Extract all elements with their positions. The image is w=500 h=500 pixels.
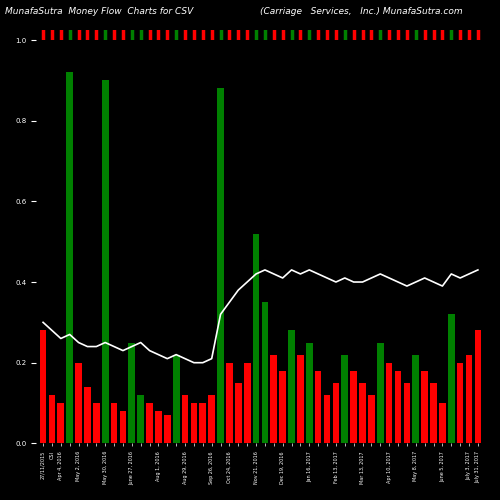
Bar bbox=[270, 354, 277, 444]
Bar bbox=[58, 403, 64, 444]
Bar bbox=[164, 415, 170, 444]
Bar bbox=[359, 383, 366, 444]
Text: (Carriage   Services,   Inc.) MunafaSutra.com: (Carriage Services, Inc.) MunafaSutra.co… bbox=[260, 6, 462, 16]
Bar bbox=[200, 403, 206, 444]
Bar bbox=[404, 383, 410, 444]
Bar bbox=[297, 354, 304, 444]
Bar bbox=[40, 330, 46, 444]
Bar bbox=[75, 362, 82, 444]
Bar bbox=[66, 72, 73, 444]
Bar bbox=[155, 411, 162, 444]
Bar bbox=[288, 330, 295, 444]
Bar bbox=[226, 362, 233, 444]
Bar bbox=[146, 403, 153, 444]
Bar bbox=[182, 395, 188, 444]
Bar bbox=[84, 387, 91, 444]
Bar bbox=[138, 395, 144, 444]
Bar bbox=[350, 371, 357, 444]
Bar bbox=[422, 371, 428, 444]
Bar bbox=[448, 314, 454, 444]
Bar bbox=[262, 302, 268, 444]
Bar bbox=[412, 354, 419, 444]
Bar bbox=[235, 383, 242, 444]
Bar bbox=[368, 395, 374, 444]
Bar bbox=[110, 403, 117, 444]
Bar bbox=[315, 371, 322, 444]
Bar bbox=[217, 88, 224, 444]
Bar bbox=[324, 395, 330, 444]
Bar bbox=[457, 362, 464, 444]
Bar bbox=[128, 342, 135, 444]
Bar bbox=[306, 342, 312, 444]
Bar bbox=[280, 371, 286, 444]
Bar bbox=[208, 395, 215, 444]
Bar bbox=[342, 354, 348, 444]
Bar bbox=[394, 371, 402, 444]
Bar bbox=[190, 403, 198, 444]
Bar bbox=[102, 80, 108, 444]
Bar bbox=[93, 403, 100, 444]
Bar bbox=[120, 411, 126, 444]
Bar bbox=[377, 342, 384, 444]
Bar bbox=[173, 354, 180, 444]
Bar bbox=[386, 362, 392, 444]
Bar bbox=[466, 354, 472, 444]
Text: MunafaSutra  Money Flow  Charts for CSV: MunafaSutra Money Flow Charts for CSV bbox=[5, 6, 193, 16]
Bar bbox=[48, 395, 56, 444]
Bar bbox=[332, 383, 339, 444]
Bar bbox=[252, 234, 260, 444]
Bar bbox=[430, 383, 437, 444]
Bar bbox=[474, 330, 481, 444]
Bar bbox=[439, 403, 446, 444]
Bar bbox=[244, 362, 250, 444]
